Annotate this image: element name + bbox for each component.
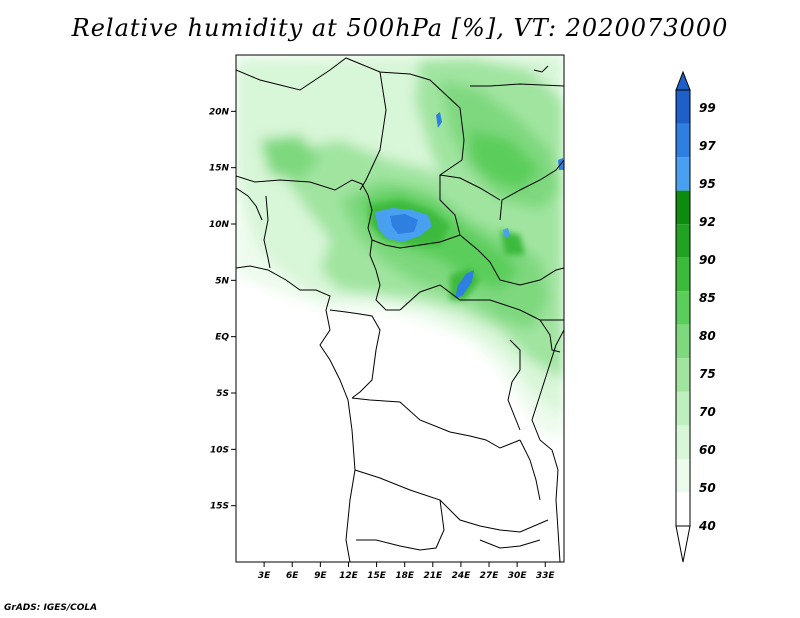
longitude-axis: 3E 6E 9E 12E 15E 18E 21E 24E 27E 30E 33E <box>258 562 556 581</box>
map-frame <box>235 54 565 563</box>
lon-tick-label: 21E <box>423 571 443 581</box>
lat-tick-label: 15S <box>210 502 229 512</box>
colorbar-segment <box>676 391 690 426</box>
latitude-axis: 20N 15N 10N 5N EQ 5S 10S 15S <box>209 107 236 512</box>
country-borders <box>236 57 564 562</box>
colorbar-bottom-arrow <box>675 525 691 563</box>
colorbar-outline <box>675 89 691 527</box>
humidity-field <box>236 55 564 562</box>
colorbar-segment <box>676 358 690 392</box>
lon-tick-label: 6E <box>286 571 299 581</box>
colorbar-segment <box>676 123 690 158</box>
colorbar-segment <box>676 257 690 292</box>
colorbar-level-label: 80 <box>699 329 716 343</box>
lon-tick-label: 12E <box>339 571 359 581</box>
lon-tick-label: 15E <box>367 571 387 581</box>
map-title: Relative humidity at 500hPa [%], VT: 202… <box>71 14 729 42</box>
colorbar-segment <box>676 425 690 459</box>
colorbar-top-arrow <box>675 70 691 91</box>
colorbar-segment <box>676 190 690 225</box>
lon-tick-label: 33E <box>536 571 556 581</box>
colorbar-level-label: 97 <box>699 139 716 153</box>
colorbar-segment <box>676 157 690 191</box>
lat-tick-label: 5S <box>216 389 229 399</box>
colorbar: 99 97 95 92 90 85 80 75 70 60 50 40 <box>675 70 716 563</box>
lon-tick-label: 3E <box>258 571 271 581</box>
colorbar-level-label: 75 <box>699 367 716 381</box>
colorbar-level-label: 90 <box>699 253 716 267</box>
grads-credit: GrADS: IGES/COLA <box>4 603 98 613</box>
colorbar-segment <box>676 224 690 258</box>
colorbar-level-label: 70 <box>699 405 716 419</box>
lon-tick-label: 24E <box>452 571 472 581</box>
colorbar-level-label: 99 <box>699 101 716 115</box>
lon-tick-label: 9E <box>314 571 327 581</box>
lat-tick-label: 5N <box>215 276 229 286</box>
colorbar-level-label: 85 <box>699 291 716 305</box>
lon-tick-label: 27E <box>480 571 500 581</box>
colorbar-segment <box>676 492 690 526</box>
colorbar-segment <box>676 324 690 359</box>
lat-tick-label: 20N <box>209 107 230 117</box>
lon-tick-label: 18E <box>395 571 415 581</box>
lat-tick-label: 10S <box>210 445 229 455</box>
colorbar-level-label: 50 <box>699 481 716 495</box>
colorbar-segment <box>676 291 690 325</box>
colorbar-level-label: 92 <box>699 215 716 229</box>
colorbar-level-label: 40 <box>698 519 716 533</box>
colorbar-segment <box>676 458 690 493</box>
colorbar-level-label: 60 <box>699 443 716 457</box>
lat-tick-label: 10N <box>209 220 230 230</box>
colorbar-level-label: 95 <box>699 177 716 191</box>
lat-tick-label: 15N <box>209 164 230 174</box>
lat-tick-label: EQ <box>215 333 229 343</box>
lon-tick-label: 30E <box>508 571 528 581</box>
colorbar-segment <box>676 90 690 124</box>
